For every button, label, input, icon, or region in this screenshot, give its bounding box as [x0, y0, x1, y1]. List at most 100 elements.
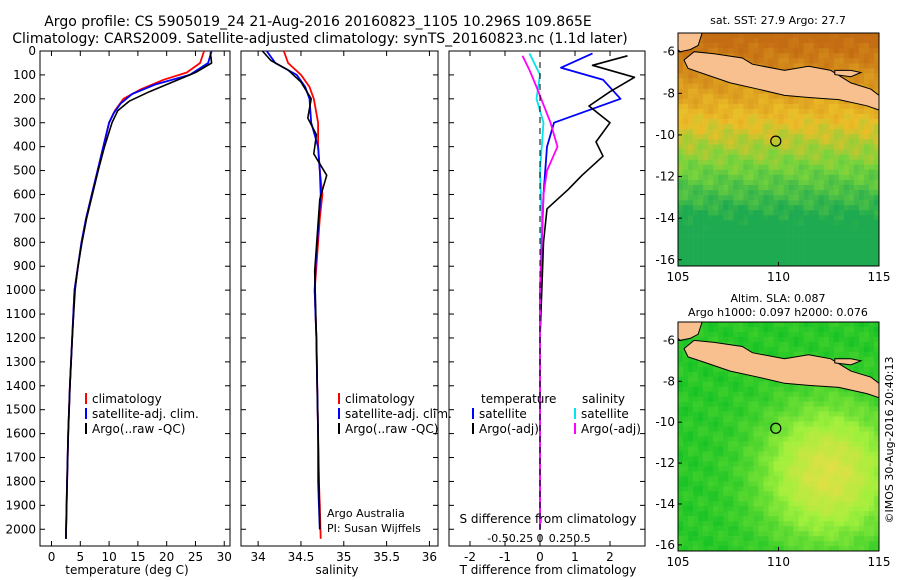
- difference-xtick-label: 0: [536, 550, 544, 564]
- sla_map-cell: [698, 411, 704, 417]
- sla_map-cell: [763, 471, 769, 477]
- sst_map-cell: [738, 255, 744, 262]
- sst_map-cell: [753, 174, 759, 181]
- sst_map-cell: [873, 250, 880, 257]
- sla_map-cell: [863, 436, 870, 442]
- sla_map-cell: [728, 546, 734, 552]
- sla_map-cell: [713, 336, 719, 343]
- sla_map-cell: [838, 526, 845, 532]
- sla_map-cell: [703, 336, 709, 343]
- sst_map-cell: [738, 38, 744, 44]
- sst_map-cell: [728, 119, 734, 125]
- sla_map-cell: [693, 521, 699, 527]
- sla_map-cell: [873, 376, 880, 383]
- sla_map-cell: [758, 346, 764, 353]
- sst_map-cell: [718, 149, 724, 155]
- sla_map-cell: [733, 341, 739, 348]
- sla_map-cell: [753, 416, 759, 422]
- sst_map-cell: [843, 220, 850, 226]
- sst_map-cell: [823, 154, 830, 160]
- sst_map-cell: [788, 169, 794, 176]
- sst_map-cell: [768, 205, 774, 211]
- sla_map-cell: [848, 411, 855, 417]
- sla_map-cell: [858, 356, 865, 363]
- sst_map-cell: [868, 210, 875, 216]
- sst_map-cell: [853, 154, 860, 160]
- sla_map-cell: [828, 416, 835, 422]
- sla_map-cell: [723, 526, 729, 532]
- sst_map-cell: [718, 255, 724, 262]
- sla_map-cell: [738, 406, 744, 412]
- sla_map-cell: [808, 536, 814, 542]
- sst_map-cell: [863, 240, 870, 247]
- sla_map-cell: [718, 471, 724, 477]
- sla_map-cell: [693, 496, 699, 502]
- sst_map-cell: [738, 114, 744, 120]
- sst_map-cell: [713, 78, 719, 84]
- sst_map-cell: [808, 139, 814, 145]
- sla_map-cell: [688, 526, 694, 532]
- sst_map-cell: [863, 73, 870, 79]
- sla_map-cell: [733, 526, 739, 532]
- sst_map-cell: [843, 124, 850, 130]
- sla_map-cell: [768, 491, 774, 497]
- sst_map-cell: [703, 159, 709, 165]
- sst_map-cell: [698, 144, 704, 150]
- sla_map-cell: [798, 346, 804, 353]
- sst_map-cell: [793, 43, 799, 49]
- sst_map-cell: [708, 164, 714, 171]
- sla_map-cell: [808, 511, 814, 517]
- sst_map-cell: [743, 210, 749, 216]
- sla_map-cell: [728, 426, 734, 432]
- sst_map-cell: [808, 225, 814, 231]
- sla_map-cell: [768, 526, 774, 532]
- sla_map-cell: [698, 476, 704, 482]
- sla_map-cell: [788, 386, 794, 392]
- sla_map-cell: [863, 481, 870, 487]
- sst_map-cell: [753, 220, 759, 226]
- sla_map-cell: [738, 491, 744, 497]
- sst_map-cell: [738, 124, 744, 130]
- sla_map-cell: [738, 486, 744, 492]
- sla_map-cell: [758, 501, 764, 507]
- sla_map-cell: [758, 376, 764, 383]
- sst_map-cell: [708, 78, 714, 84]
- sla_map-cell: [758, 481, 764, 487]
- sst_map-cell: [838, 190, 845, 196]
- sla_map-cell: [738, 411, 744, 417]
- sst_map-cell: [788, 260, 794, 267]
- sst_map-cell: [678, 164, 684, 171]
- sst_map-cell: [863, 179, 870, 186]
- sst_map-cell: [688, 235, 694, 241]
- sla_map-cell: [748, 346, 754, 353]
- sst_map-cell: [778, 63, 784, 69]
- sla_map-cell: [863, 361, 870, 368]
- sla_map-cell: [828, 446, 835, 452]
- sst_map-cell: [788, 139, 794, 145]
- sst_map-cell: [678, 83, 684, 90]
- sla_map-cell: [848, 391, 855, 397]
- sla_map-cell: [863, 536, 870, 542]
- depth-tick-label: 1800: [5, 474, 36, 488]
- sst_map-cell: [683, 139, 689, 145]
- sst_map-cell: [808, 103, 814, 110]
- sst_map-cell: [873, 129, 880, 135]
- sla_map-cell: [833, 322, 840, 328]
- sst_map-cell: [678, 200, 684, 206]
- sst_map-cell: [713, 250, 719, 257]
- sla_map-cell: [818, 396, 825, 402]
- sla_map-cell: [678, 476, 684, 482]
- sst_map-cell: [738, 245, 744, 252]
- sla_map-cell: [828, 386, 835, 392]
- sla_map-cell: [758, 426, 764, 432]
- sst_map-cell: [828, 38, 835, 44]
- sla_map-cell: [838, 501, 845, 507]
- sla_map-cell: [823, 486, 830, 492]
- sla_map-cell: [808, 496, 814, 502]
- sla_map-cell: [873, 466, 880, 472]
- sla_map-cell: [758, 476, 764, 482]
- sla_map-cell: [768, 322, 774, 328]
- sla_map-cell: [703, 421, 709, 427]
- sst_map-cell: [693, 190, 699, 196]
- sla_map-cell: [718, 511, 724, 517]
